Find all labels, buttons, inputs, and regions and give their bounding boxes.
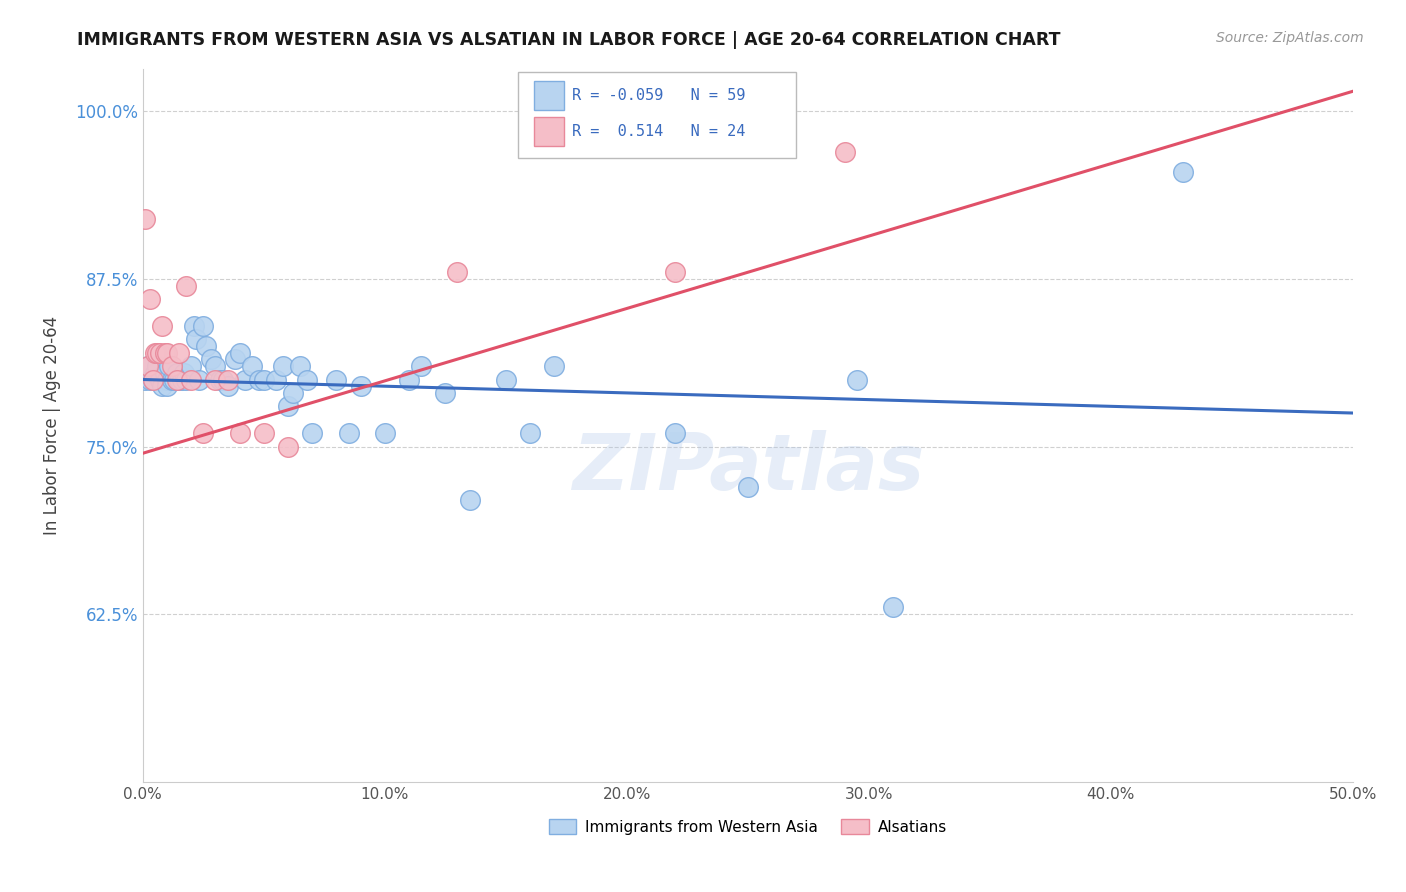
Point (156, 372, 179, 386)
Point (264, 372, 287, 386)
Point (143, 345, 166, 359)
Point (350, 379, 373, 393)
Point (458, 493, 481, 508)
Point (200, 352, 222, 367)
Point (217, 372, 239, 386)
Point (141, 372, 163, 386)
Point (495, 372, 517, 386)
Point (136, 359, 159, 373)
Point (150, 379, 173, 393)
Point (176, 278, 198, 293)
FancyBboxPatch shape (534, 81, 564, 110)
Point (194, 339, 217, 353)
Point (1173, 165, 1195, 179)
Point (217, 379, 239, 393)
Point (167, 345, 190, 359)
Point (180, 359, 202, 373)
Point (160, 372, 183, 386)
Point (166, 372, 188, 386)
Point (233, 372, 256, 386)
Point (160, 359, 183, 373)
Point (139, 292, 162, 306)
Point (277, 440, 299, 454)
Point (193, 426, 215, 441)
Point (209, 372, 232, 386)
Point (519, 426, 541, 441)
Point (281, 385, 304, 400)
Point (153, 366, 176, 380)
Point (411, 359, 433, 373)
Point (167, 372, 190, 386)
Point (204, 372, 226, 386)
Point (374, 426, 396, 441)
Point (156, 379, 179, 393)
Point (253, 426, 276, 441)
Point (183, 318, 205, 333)
Point (446, 265, 468, 279)
Point (398, 372, 420, 386)
Point (224, 352, 246, 367)
Point (737, 480, 759, 494)
Point (146, 345, 169, 359)
Point (337, 426, 360, 441)
Point (882, 600, 904, 615)
Text: Source: ZipAtlas.com: Source: ZipAtlas.com (1216, 31, 1364, 45)
Point (845, 372, 868, 386)
Y-axis label: In Labor Force | Age 20-64: In Labor Force | Age 20-64 (44, 316, 60, 534)
Point (187, 372, 209, 386)
Point (184, 332, 207, 346)
Point (170, 372, 193, 386)
Point (134, 211, 156, 226)
Point (159, 359, 181, 373)
Point (149, 372, 172, 386)
Point (247, 372, 270, 386)
FancyBboxPatch shape (517, 72, 796, 158)
Point (149, 345, 172, 359)
Point (288, 359, 311, 373)
Point (173, 366, 195, 380)
Point (834, 145, 856, 159)
Point (271, 359, 294, 373)
Point (211, 372, 233, 386)
Point (664, 265, 686, 279)
Point (176, 372, 198, 386)
Text: ZIPatlas: ZIPatlas (572, 430, 924, 506)
FancyBboxPatch shape (534, 117, 564, 145)
Point (228, 345, 250, 359)
Point (134, 372, 156, 386)
Point (325, 372, 347, 386)
Point (156, 345, 179, 359)
Text: R =  0.514   N = 24: R = 0.514 N = 24 (572, 124, 745, 139)
Point (297, 372, 319, 386)
Text: IMMIGRANTS FROM WESTERN ASIA VS ALSATIAN IN LABOR FORCE | AGE 20-64 CORRELATION : IMMIGRANTS FROM WESTERN ASIA VS ALSATIAN… (77, 31, 1062, 49)
Point (240, 359, 263, 373)
Point (150, 318, 173, 333)
Point (166, 366, 188, 380)
Point (143, 366, 166, 380)
Point (434, 385, 457, 400)
Point (146, 359, 169, 373)
Point (141, 372, 163, 386)
Point (139, 372, 162, 386)
Point (228, 426, 250, 441)
Point (301, 426, 323, 441)
Point (664, 426, 686, 441)
Point (153, 345, 176, 359)
Point (253, 372, 276, 386)
Point (193, 318, 215, 333)
Point (543, 359, 565, 373)
Point (180, 372, 202, 386)
Point (204, 359, 226, 373)
Point (163, 372, 186, 386)
Point (136, 359, 159, 373)
Legend: Immigrants from Western Asia, Alsatians: Immigrants from Western Asia, Alsatians (548, 819, 948, 835)
Point (277, 400, 299, 414)
Text: R = -0.059   N = 59: R = -0.059 N = 59 (572, 88, 745, 103)
